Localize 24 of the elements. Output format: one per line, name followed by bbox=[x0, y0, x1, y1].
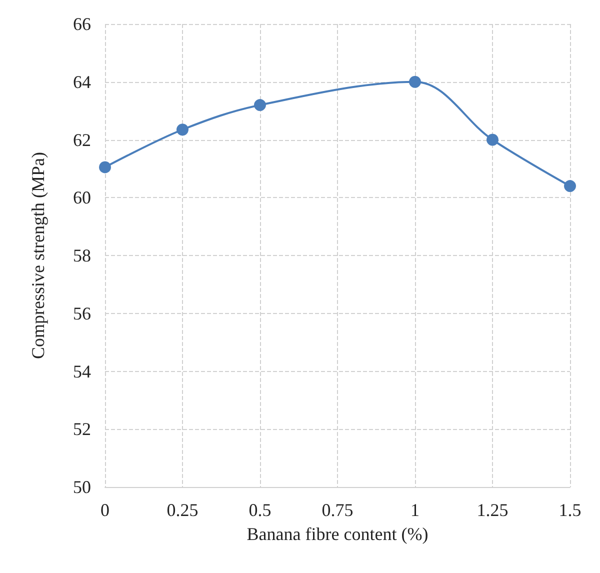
y-axis-title: Compressive strength (MPa) bbox=[28, 152, 48, 359]
y-tick-label: 54 bbox=[73, 361, 91, 382]
y-tick-label: 66 bbox=[73, 14, 91, 34]
point bbox=[486, 134, 498, 146]
x-tick-label: 0 bbox=[100, 500, 110, 520]
y-tick-label: 64 bbox=[73, 72, 91, 92]
x-tick-label: 0.5 bbox=[248, 500, 272, 520]
x-tick-label: 1.5 bbox=[558, 500, 582, 520]
x-tick-label: 0.75 bbox=[322, 500, 354, 520]
y-tick-label: 62 bbox=[73, 130, 91, 150]
x-tick-label: 0.25 bbox=[166, 500, 198, 520]
point bbox=[254, 99, 266, 112]
y-tick-label: 60 bbox=[73, 188, 91, 208]
point bbox=[176, 124, 188, 136]
y-tick-label: 58 bbox=[73, 246, 91, 266]
y-tick-label: 56 bbox=[73, 303, 91, 324]
x-tick-label: 1.25 bbox=[476, 500, 508, 520]
y-tick-label: 50 bbox=[73, 477, 91, 497]
point bbox=[409, 76, 421, 88]
point bbox=[564, 180, 576, 192]
x-axis-title: Banana fibre content (%) bbox=[246, 524, 428, 544]
point bbox=[99, 161, 111, 174]
y-tick-label: 52 bbox=[73, 419, 91, 440]
x-tick-label: 1 bbox=[410, 500, 420, 520]
